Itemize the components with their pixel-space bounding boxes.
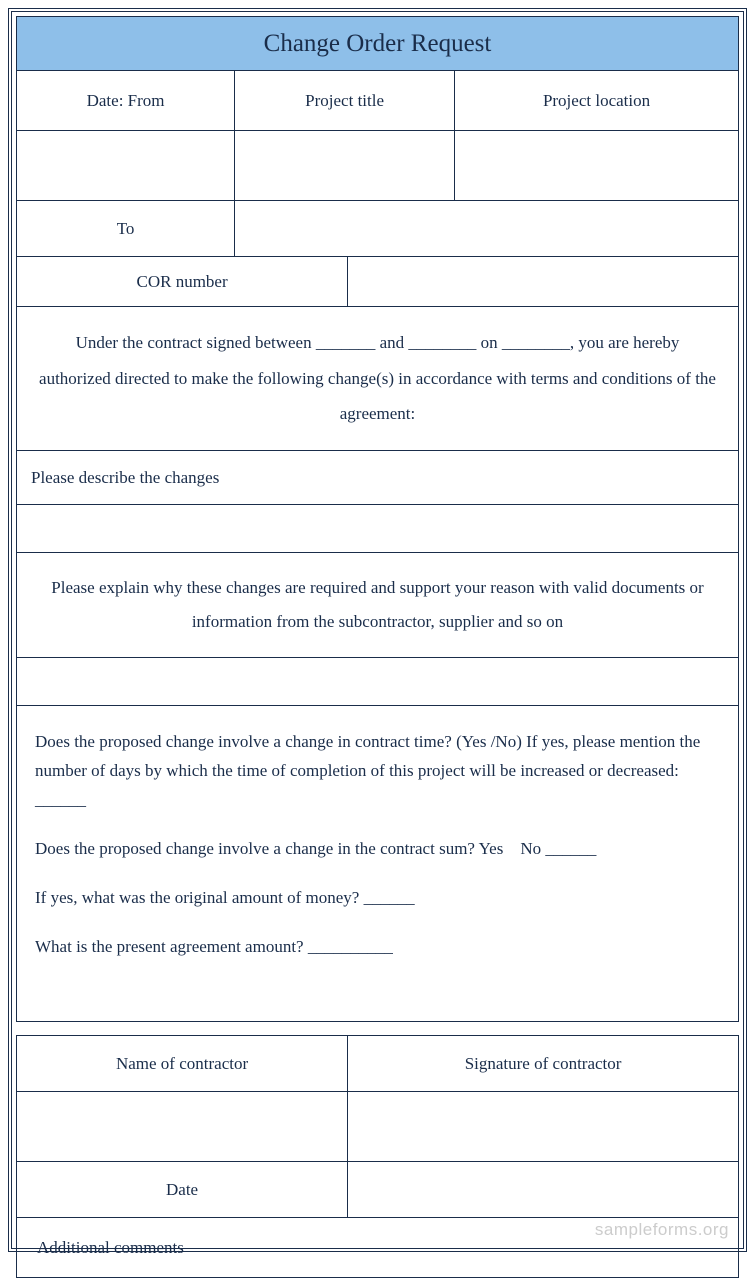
question-original-amount: If yes, what was the original amount of … xyxy=(35,884,720,913)
date-input[interactable] xyxy=(348,1162,739,1218)
section-divider xyxy=(17,1022,739,1036)
contractor-name-label: Name of contractor xyxy=(17,1036,348,1092)
question-present-amount: What is the present agreement amount? __… xyxy=(35,933,720,962)
questions-section: Does the proposed change involve a chang… xyxy=(17,706,739,1022)
question-contract-time: Does the proposed change involve a chang… xyxy=(35,728,720,815)
form-frame: Change Order Request Date: From Project … xyxy=(8,8,747,1252)
contractor-signature-input[interactable] xyxy=(348,1092,739,1162)
form-title: Change Order Request xyxy=(264,30,492,57)
explain-reason-label: Please explain why these changes are req… xyxy=(17,553,739,658)
describe-changes-label: Please describe the changes xyxy=(17,451,739,505)
cor-number-label: COR number xyxy=(17,257,348,307)
date-from-label: Date: From xyxy=(17,71,235,131)
describe-changes-input[interactable] xyxy=(17,505,739,553)
watermark-text: sampleforms.org xyxy=(595,1220,729,1240)
project-title-label: Project title xyxy=(235,71,455,131)
date-label: Date xyxy=(17,1162,348,1218)
project-title-input[interactable] xyxy=(235,131,455,201)
project-location-label: Project location xyxy=(455,71,739,131)
project-location-input[interactable] xyxy=(455,131,739,201)
explain-reason-input[interactable] xyxy=(17,658,739,706)
date-from-input[interactable] xyxy=(17,131,235,201)
contractor-signature-label: Signature of contractor xyxy=(348,1036,739,1092)
cor-number-input[interactable] xyxy=(348,257,739,307)
contract-clause: Under the contract signed between ______… xyxy=(17,307,739,451)
form-table: Change Order Request Date: From Project … xyxy=(16,16,739,1278)
title-cell: Change Order Request xyxy=(17,17,739,71)
to-input[interactable] xyxy=(235,201,739,257)
to-label: To xyxy=(17,201,235,257)
contractor-name-input[interactable] xyxy=(17,1092,348,1162)
question-contract-sum: Does the proposed change involve a chang… xyxy=(35,835,720,864)
